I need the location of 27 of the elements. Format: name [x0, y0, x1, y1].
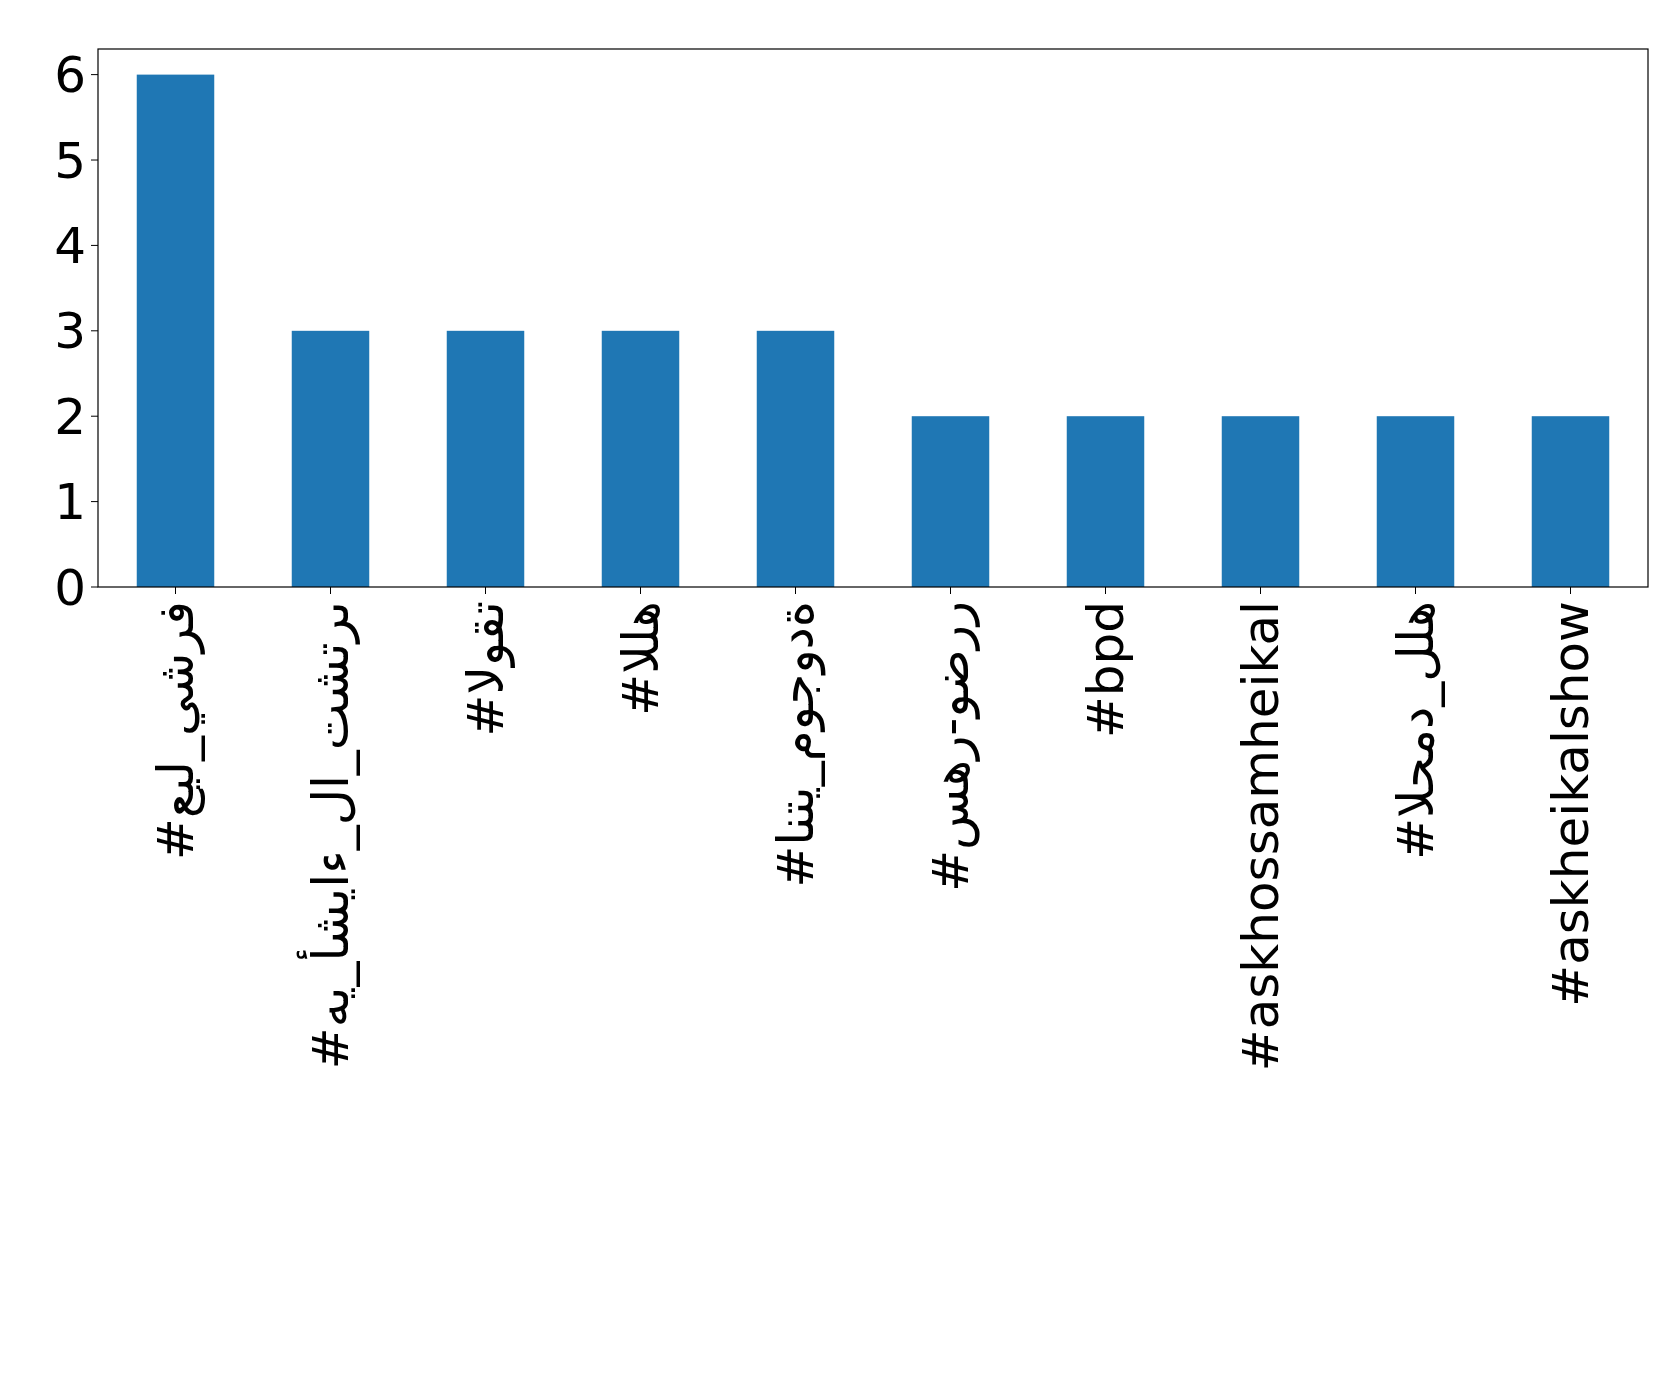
- y-tick-label: 1: [54, 473, 86, 532]
- bar: [911, 416, 990, 587]
- y-tick-label: 3: [54, 302, 86, 361]
- bar: [1376, 416, 1455, 587]
- y-tick-label: 4: [54, 216, 86, 275]
- x-tick-label: #هي_أشياء_لا_تشترى: [296, 601, 360, 1070]
- x-tick-label: #سهر-وضرر: [922, 601, 980, 892]
- y-tick-label: 2: [54, 387, 86, 446]
- x-tick-label: #الحمد_لله: [1387, 601, 1445, 860]
- bar: [291, 330, 370, 587]
- bar: [1066, 416, 1145, 587]
- bar: [446, 330, 525, 587]
- bar: [756, 330, 835, 587]
- bar: [601, 330, 680, 587]
- bar: [136, 74, 215, 587]
- x-tick-label: #askhossamheikal: [1232, 601, 1290, 1072]
- y-tick-label: 5: [54, 131, 86, 190]
- x-tick-label: #الله: [612, 601, 670, 716]
- bar: [1531, 416, 1610, 587]
- x-tick-label: #انتي_موجودة: [767, 601, 826, 888]
- bar: [1221, 416, 1300, 587]
- x-tick-label: #الوقت: [457, 601, 515, 737]
- y-tick-label: 0: [54, 558, 86, 617]
- x-tick-label: #عيل_يشرف: [147, 601, 206, 860]
- x-tick-label: #askheikalshow: [1542, 601, 1600, 1007]
- x-tick-label: #bpd: [1077, 601, 1135, 739]
- y-tick-label: 6: [54, 46, 86, 105]
